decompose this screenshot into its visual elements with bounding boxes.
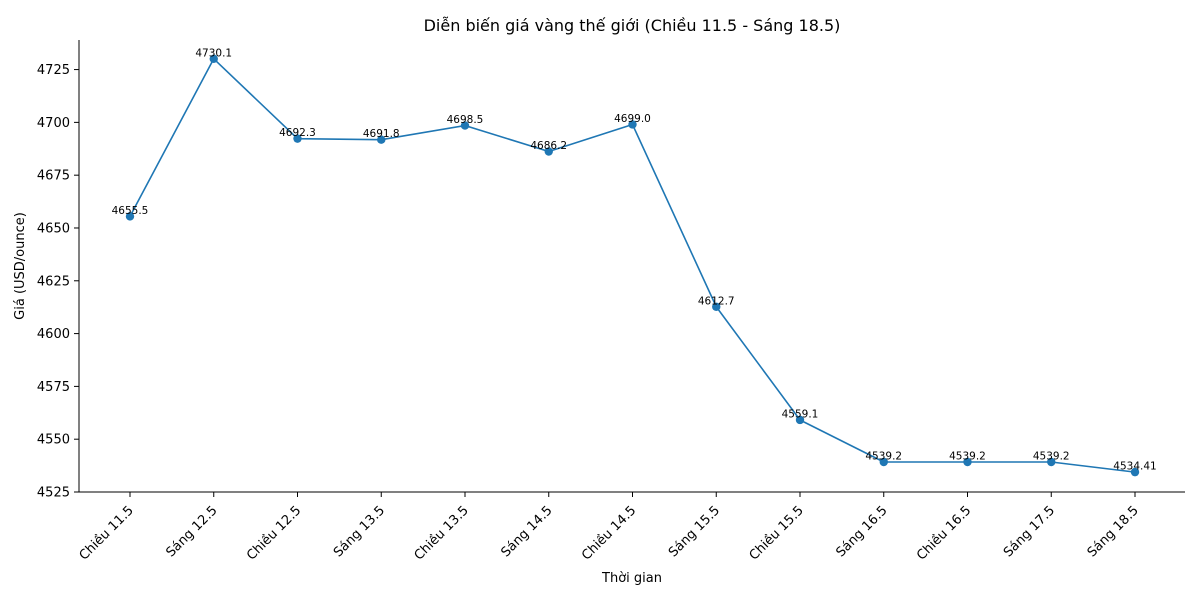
data-point (795, 415, 805, 425)
y-tick-label: 4650 (37, 221, 70, 236)
data-label: 4686.2 (530, 140, 567, 152)
x-tick-label: Chiều 15.5 (747, 503, 807, 563)
data-labels: 4655.5 4730.1 4692.3 4691.8 4698.5 4686.2 4699… (112, 47, 1157, 472)
x-axis-title: Thời gian (601, 571, 662, 586)
x-axis-ticks: Chiều 11.5 Sáng 12.5 Chiều 12.5 Sáng 13.5 Ch… (77, 492, 1142, 564)
data-label: 4699.0 (614, 113, 651, 125)
y-tick-label: 4700 (37, 116, 70, 131)
data-label: 4534.41 (1113, 461, 1156, 473)
x-tick-label: Sáng 17.5 (1001, 503, 1058, 560)
data-point (293, 134, 302, 143)
data-point (544, 147, 553, 156)
data-label: 4692.3 (279, 127, 316, 139)
data-point (125, 212, 135, 221)
data-point (1047, 457, 1056, 467)
data-points (125, 54, 1140, 477)
data-point (712, 302, 721, 311)
data-label: 4539.2 (1033, 451, 1070, 463)
data-label: 4559.1 (782, 408, 819, 420)
data-point (1130, 467, 1140, 477)
data-point (879, 457, 888, 467)
y-tick-label: 4675 (37, 169, 70, 184)
x-tick-label: Chiều 14.5 (579, 503, 639, 563)
data-label: 4691.8 (363, 128, 400, 140)
x-tick-label: Chiều 16.5 (914, 503, 974, 563)
x-tick-label: Sáng 16.5 (833, 503, 890, 560)
x-tick-label: Sáng 12.5 (163, 503, 220, 560)
chart-title: Diễn biến giá vàng thế giới (Chiều 11.5 … (424, 16, 841, 35)
data-point (209, 54, 218, 63)
y-axis-ticks: 4525 4550 4575 4600 4625 4650 4675 4700 4725 (37, 63, 79, 501)
data-label: 4612.7 (698, 295, 735, 307)
x-tick-label: Sáng 18.5 (1085, 503, 1142, 560)
y-tick-label: 4550 (37, 433, 70, 448)
data-label: 4698.5 (447, 114, 484, 126)
y-tick-label: 4600 (37, 327, 70, 342)
data-label: 4730.1 (195, 47, 232, 59)
y-tick-label: 4525 (37, 486, 70, 501)
y-tick-label: 4725 (37, 63, 70, 78)
data-point (628, 120, 637, 129)
x-tick-label: Chiều 12.5 (244, 503, 304, 563)
data-point (377, 135, 386, 144)
y-axis-title: Giá (USD/ounce) (13, 212, 28, 320)
x-tick-label: Sáng 14.5 (498, 503, 555, 560)
data-point (460, 121, 470, 130)
data-point (963, 457, 972, 467)
x-tick-label: Sáng 13.5 (331, 503, 388, 560)
x-tick-label: Chiều 13.5 (412, 503, 472, 563)
x-tick-label: Sáng 15.5 (666, 503, 723, 560)
data-label: 4539.2 (949, 451, 986, 463)
data-label: 4655.5 (112, 205, 149, 217)
y-tick-label: 4625 (37, 274, 70, 289)
data-label: 4539.2 (865, 451, 902, 463)
y-tick-label: 4575 (37, 380, 70, 395)
x-tick-label: Chiều 11.5 (77, 503, 137, 563)
